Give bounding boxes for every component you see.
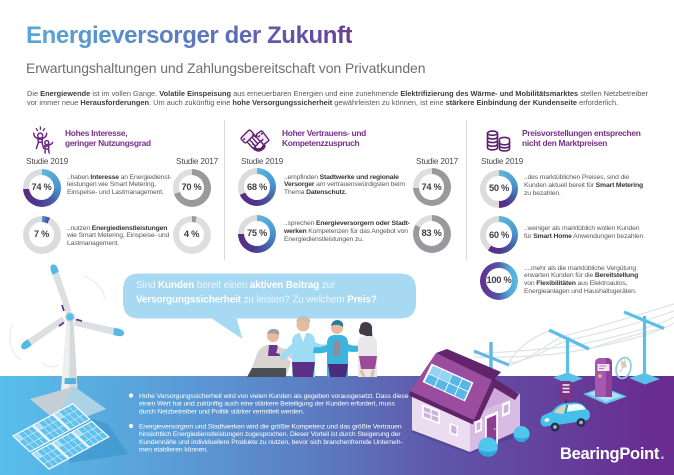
svg-text:BearingPoint.: BearingPoint. [560, 445, 664, 463]
svg-text:men etablieren können.: men etablieren können. [139, 447, 208, 454]
svg-text:einen Wert hat und zukünftig a: einen Wert hat und zukünftig auch eine s… [139, 401, 395, 408]
svg-text:Kundennähe und individuellere: Kundennähe und individuellere Produkte z… [139, 439, 403, 446]
svg-text:Versorgungssicherheit zu leist: Versorgungssicherheit zu leisten? Zu wel… [136, 295, 377, 306]
svg-text:durch Netzbetreiber und Politi: durch Netzbetreiber und Politik stärker … [139, 408, 305, 415]
svg-text:Sind Kunden bereit einen aktiv: Sind Kunden bereit einen aktiven Beitrag… [136, 280, 336, 291]
svg-text:Hohe Versorgungssicherheit wir: Hohe Versorgungssicherheit wird von viel… [139, 393, 409, 400]
svg-text:hinsichtlich Energiedienstleis: hinsichtlich Energiedienstleistungen zug… [139, 431, 401, 438]
svg-text:Energieversorgern und Stadtwer: Energieversorgern und Stadtwerken wird d… [139, 424, 402, 431]
